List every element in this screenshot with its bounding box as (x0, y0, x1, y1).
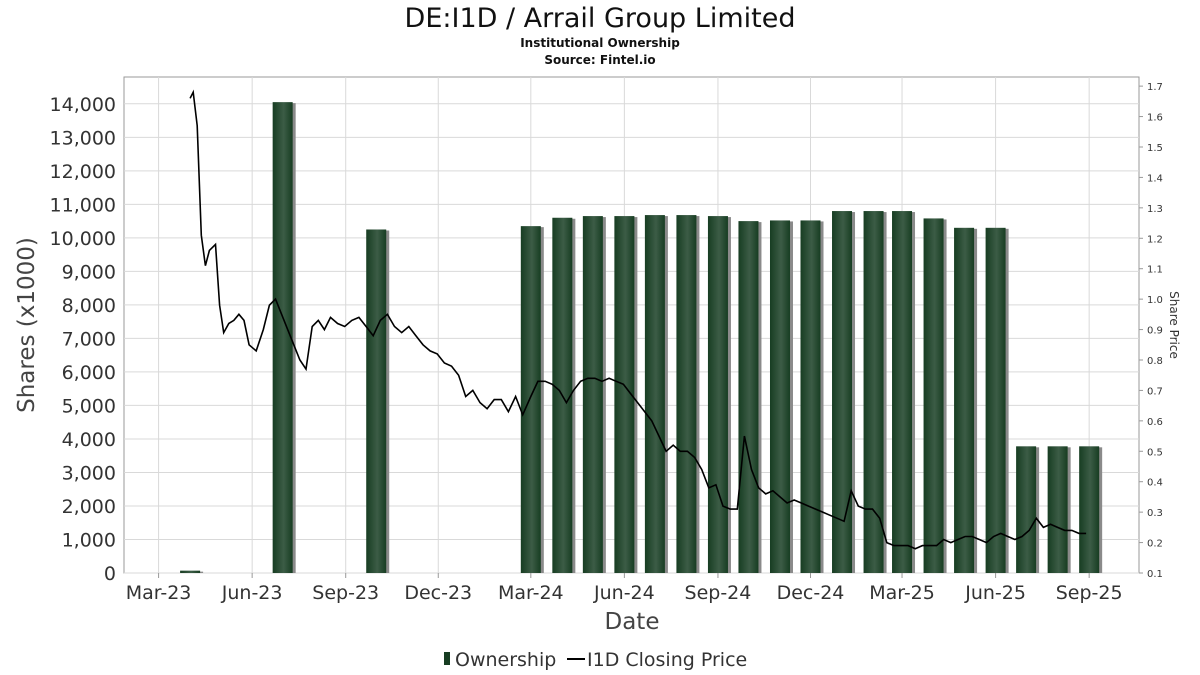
y2-tick-label: 0.8 (1147, 356, 1163, 367)
ownership-bars (180, 102, 1103, 574)
y2-tick-label: 1.6 (1147, 113, 1163, 124)
ownership-bar (707, 216, 728, 573)
y2-tick-label: 0.7 (1147, 386, 1163, 397)
y-tick-label: 13,000 (50, 127, 116, 149)
ownership-bar (892, 211, 913, 573)
price-line-path (189, 89, 1087, 550)
ownership-bar (520, 226, 541, 573)
y-axis-right: 0.1 0.2 0.3 0.4 0.5 0.6 0.7 0.8 0.9 1.0 1.1 1.2 1.3 1… (1139, 82, 1163, 580)
y2-tick-label: 0.6 (1147, 417, 1163, 428)
ownership-bar (676, 215, 697, 573)
y2-tick-label: 0.1 (1147, 569, 1163, 580)
ownership-bar (832, 211, 853, 573)
y2-tick-label: 0.4 (1147, 478, 1163, 489)
ownership-bar (738, 221, 759, 574)
x-tick-label: Jun-25 (964, 582, 1026, 604)
y2-tick-label: 0.5 (1147, 447, 1163, 458)
ownership-bar (272, 102, 293, 573)
chart-subtitle: Institutional Ownership (520, 36, 680, 50)
ownership-bar (644, 215, 665, 573)
x-tick-label: Jun-23 (221, 582, 283, 604)
y2-tick-label: 1.5 (1147, 143, 1163, 154)
ownership-bar (923, 218, 944, 573)
y-tick-label: 1,000 (62, 529, 116, 551)
x-tick-label: Mar-24 (498, 582, 564, 604)
price-line (189, 89, 1087, 550)
legend: Ownership I1D Closing Price (444, 649, 747, 671)
y-tick-label: 10,000 (50, 228, 116, 250)
ownership-bar (1047, 446, 1068, 573)
y2-tick-label: 1.3 (1147, 204, 1163, 215)
y-tick-label: 6,000 (62, 362, 116, 384)
x-tick-label: Sep-23 (312, 582, 379, 604)
y-axis-right-title: Share Price (1167, 291, 1181, 359)
ownership-bar (366, 229, 387, 573)
ownership-bar (769, 220, 790, 573)
y2-tick-label: 1.4 (1147, 173, 1163, 184)
y-tick-label: 11,000 (50, 194, 116, 216)
ownership-bar (800, 220, 821, 573)
y2-tick-label: 0.3 (1147, 508, 1163, 519)
legend-label-ownership: Ownership (455, 649, 556, 671)
y2-tick-label: 1.2 (1147, 234, 1163, 245)
y-tick-label: 2,000 (62, 496, 116, 518)
y-axis-left-title: Shares (x1000) (14, 237, 40, 413)
chart-source: Source: Fintel.io (544, 53, 655, 67)
x-tick-label: Mar-23 (126, 582, 192, 604)
ownership-bar (954, 227, 975, 574)
ownership-bar (582, 216, 603, 573)
y2-tick-label: 1.1 (1147, 265, 1163, 276)
chart-title: DE:I1D / Arrail Group Limited (405, 3, 796, 34)
x-axis-title: Date (605, 609, 660, 635)
y-tick-label: 8,000 (62, 295, 116, 317)
x-tick-label: Dec-23 (404, 582, 472, 604)
ownership-bar (180, 570, 201, 573)
y-tick-label: 7,000 (62, 328, 116, 350)
legend-swatch-ownership (444, 652, 450, 665)
ownership-bar (1079, 446, 1100, 573)
y2-tick-label: 1.0 (1147, 295, 1163, 306)
x-tick-label: Dec-24 (777, 582, 845, 604)
x-tick-label: Jun-24 (593, 582, 655, 604)
y-tick-label: 12,000 (50, 161, 116, 183)
y2-tick-label: 0.9 (1147, 326, 1163, 337)
y2-tick-label: 0.2 (1147, 539, 1163, 550)
legend-label-price: I1D Closing Price (587, 649, 747, 671)
y-tick-label: 9,000 (62, 261, 116, 283)
y-tick-label: 0 (104, 563, 116, 585)
y-tick-label: 5,000 (62, 395, 116, 417)
y-tick-label: 14,000 (50, 94, 116, 116)
y2-tick-label: 1.7 (1147, 82, 1163, 93)
y-axis-left: 0 1,000 2,000 3,000 4,000 5,000 6,000 7,000 8,00… (50, 94, 116, 585)
x-tick-label: Sep-24 (685, 582, 752, 604)
ownership-bar (1016, 446, 1037, 573)
x-tick-label: Sep-25 (1056, 582, 1123, 604)
ownership-bar (863, 211, 884, 573)
ownership-bar (985, 227, 1006, 574)
ownership-bar (614, 216, 635, 573)
x-axis: Mar-23 Jun-23 Sep-23 Dec-23 Mar-24 Jun-24 Sep-… (126, 573, 1123, 604)
x-tick-label: Mar-25 (869, 582, 935, 604)
y-tick-label: 4,000 (62, 429, 116, 451)
y-tick-label: 3,000 (62, 462, 116, 484)
